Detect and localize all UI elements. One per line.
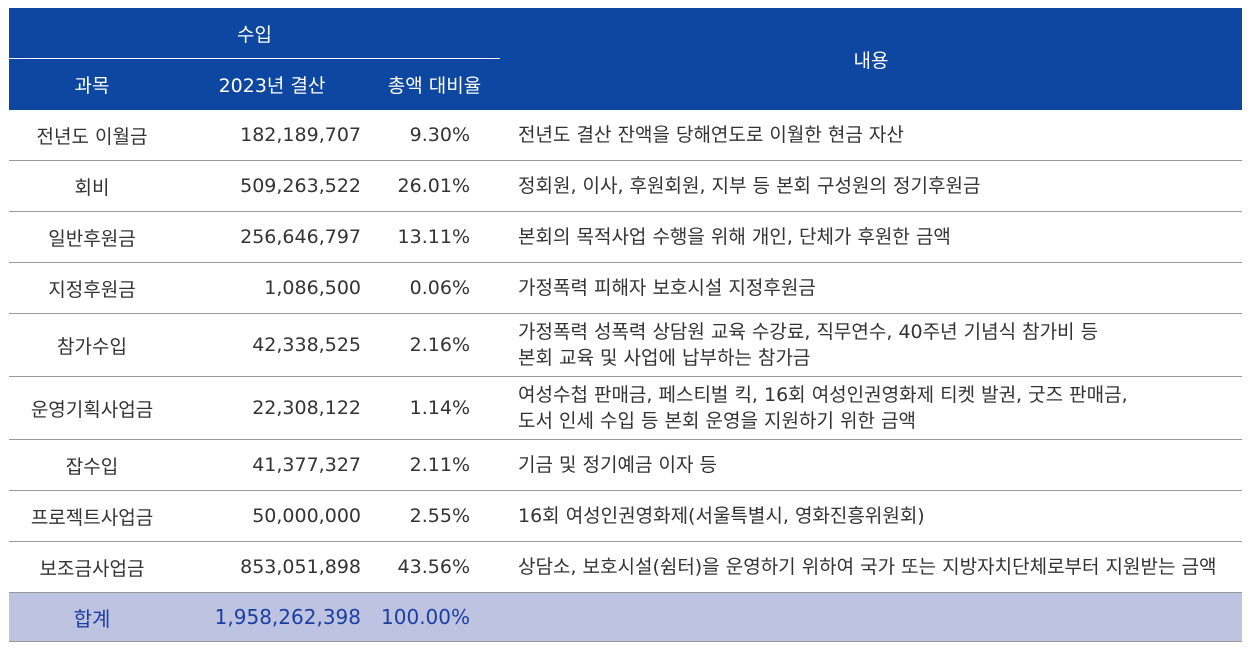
description-line: 가정폭력 피해자 보호시설 지정후원금	[518, 277, 816, 299]
total-amount: 1,958,262,398	[175, 592, 369, 642]
total-label: 합계	[9, 592, 175, 642]
subject-cell: 잡수입	[9, 439, 175, 491]
ratio-cell: 2.11%	[369, 439, 500, 491]
table-row: 전년도 이월금 182,189,707 9.30% 전년도 결산 잔액을 당해연…	[9, 110, 1242, 161]
ratio-cell: 13.11%	[369, 211, 500, 263]
subject-cell: 전년도 이월금	[9, 110, 175, 161]
income-header: 수입	[9, 8, 500, 59]
amount-cell: 256,646,797	[175, 211, 369, 263]
amount-cell: 182,189,707	[175, 110, 369, 161]
income-table: 수입 내용 과목 2023년 결산 총액 대비율 전년도 이월금 182,189…	[9, 8, 1242, 642]
subject-cell: 프로젝트사업금	[9, 490, 175, 542]
amount-cell: 509,263,522	[175, 160, 369, 212]
ratio-header: 총액 대비율	[369, 58, 500, 110]
table-row: 보조금사업금 853,051,898 43.56% 상담소, 보호시설(쉼터)을…	[9, 541, 1242, 593]
amount-cell: 41,377,327	[175, 439, 369, 491]
ratio-cell: 9.30%	[369, 110, 500, 161]
description-cell: 정회원, 이사, 후원회원, 지부 등 본회 구성원의 정기후원금	[500, 160, 1242, 212]
description-cell: 가정폭력 성폭력 상담원 교육 수강료, 직무연수, 40주년 기념식 참가비 …	[500, 313, 1242, 377]
description-line: 16회 여성인권영화제(서울특별시, 영화진흥위원회)	[518, 505, 925, 527]
subject-cell: 회비	[9, 160, 175, 212]
description-cell: 전년도 결산 잔액을 당해연도로 이월한 현금 자산	[500, 110, 1242, 161]
description-cell: 가정폭력 피해자 보호시설 지정후원금	[500, 262, 1242, 314]
subject-cell: 지정후원금	[9, 262, 175, 314]
table-row: 잡수입 41,377,327 2.11% 기금 및 정기예금 이자 등	[9, 439, 1242, 491]
table-body: 전년도 이월금 182,189,707 9.30% 전년도 결산 잔액을 당해연…	[9, 110, 1242, 642]
description-line: 본회 교육 및 사업에 납부하는 참가금	[518, 347, 811, 369]
table-row: 일반후원금 256,646,797 13.11% 본회의 목적사업 수행을 위해…	[9, 211, 1242, 263]
description-line: 도서 인세 수입 등 본회 운영을 지원하기 위한 금액	[518, 410, 916, 432]
description-cell: 본회의 목적사업 수행을 위해 개인, 단체가 후원한 금액	[500, 211, 1242, 263]
subject-header: 과목	[9, 58, 175, 110]
amount-cell: 50,000,000	[175, 490, 369, 542]
amount-cell: 1,086,500	[175, 262, 369, 314]
ratio-cell: 2.55%	[369, 490, 500, 542]
subject-cell: 운영기획사업금	[9, 376, 175, 440]
subject-cell: 참가수입	[9, 313, 175, 377]
description-line: 전년도 결산 잔액을 당해연도로 이월한 현금 자산	[518, 124, 904, 146]
description-line: 상담소, 보호시설(쉼터)을 운영하기 위하여 국가 또는 지방자치단체로부터 …	[518, 556, 1217, 578]
ratio-cell: 2.16%	[369, 313, 500, 377]
ratio-cell: 1.14%	[369, 376, 500, 440]
settlement-header: 2023년 결산	[175, 58, 369, 110]
total-description-cell	[500, 592, 1242, 642]
description-line: 본회의 목적사업 수행을 위해 개인, 단체가 후원한 금액	[518, 226, 951, 248]
description-line: 기금 및 정기예금 이자 등	[518, 454, 717, 476]
description-cell: 기금 및 정기예금 이자 등	[500, 439, 1242, 491]
table-row: 회비 509,263,522 26.01% 정회원, 이사, 후원회원, 지부 …	[9, 160, 1242, 212]
content-header: 내용	[500, 8, 1242, 110]
ratio-cell: 0.06%	[369, 262, 500, 314]
subject-cell: 보조금사업금	[9, 541, 175, 593]
description-cell: 상담소, 보호시설(쉼터)을 운영하기 위하여 국가 또는 지방자치단체로부터 …	[500, 541, 1242, 593]
income-table-container: 수입 내용 과목 2023년 결산 총액 대비율 전년도 이월금 182,189…	[9, 8, 1242, 642]
description-line: 가정폭력 성폭력 상담원 교육 수강료, 직무연수, 40주년 기념식 참가비 …	[518, 321, 1099, 343]
description-line: 여성수첩 판매금, 페스티벌 킥, 16회 여성인권영화제 티켓 발권, 굿즈 …	[518, 384, 1128, 406]
table-row: 지정후원금 1,086,500 0.06% 가정폭력 피해자 보호시설 지정후원…	[9, 262, 1242, 314]
total-ratio: 100.00%	[369, 592, 500, 642]
description-cell: 여성수첩 판매금, 페스티벌 킥, 16회 여성인권영화제 티켓 발권, 굿즈 …	[500, 376, 1242, 440]
amount-cell: 42,338,525	[175, 313, 369, 377]
ratio-cell: 43.56%	[369, 541, 500, 593]
amount-cell: 22,308,122	[175, 376, 369, 440]
table-row: 운영기획사업금 22,308,122 1.14% 여성수첩 판매금, 페스티벌 …	[9, 376, 1242, 440]
ratio-cell: 26.01%	[369, 160, 500, 212]
table-header: 수입 내용 과목 2023년 결산 총액 대비율	[9, 8, 1242, 110]
subject-cell: 일반후원금	[9, 211, 175, 263]
table-row: 프로젝트사업금 50,000,000 2.55% 16회 여성인권영화제(서울특…	[9, 490, 1242, 542]
table-row: 참가수입 42,338,525 2.16% 가정폭력 성폭력 상담원 교육 수강…	[9, 313, 1242, 377]
description-cell: 16회 여성인권영화제(서울특별시, 영화진흥위원회)	[500, 490, 1242, 542]
description-line: 정회원, 이사, 후원회원, 지부 등 본회 구성원의 정기후원금	[518, 175, 981, 197]
total-row: 합계 1,958,262,398 100.00%	[9, 592, 1242, 642]
amount-cell: 853,051,898	[175, 541, 369, 593]
